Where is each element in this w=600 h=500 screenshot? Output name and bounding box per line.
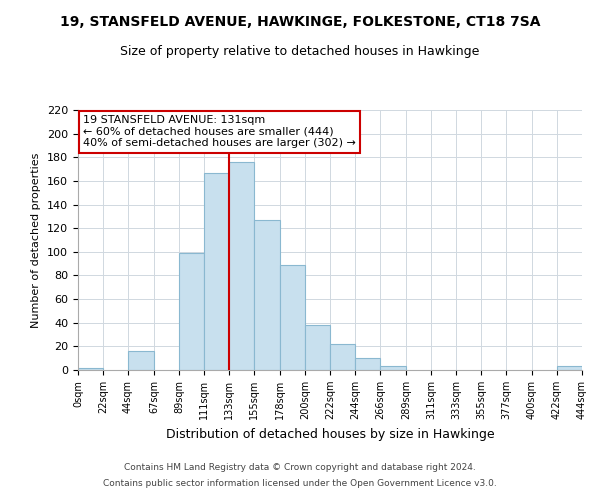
Bar [355,358,380,370]
Y-axis label: Number of detached properties: Number of detached properties [31,152,41,328]
Text: Contains HM Land Registry data © Crown copyright and database right 2024.: Contains HM Land Registry data © Crown c… [124,464,476,472]
Bar [280,265,305,370]
Bar [229,162,254,370]
Bar [204,172,229,370]
Text: Size of property relative to detached houses in Hawkinge: Size of property relative to detached ho… [121,45,479,58]
Text: 19, STANSFELD AVENUE, HAWKINGE, FOLKESTONE, CT18 7SA: 19, STANSFELD AVENUE, HAWKINGE, FOLKESTO… [60,15,540,29]
Text: Contains public sector information licensed under the Open Government Licence v3: Contains public sector information licen… [103,478,497,488]
Bar [330,344,355,370]
Bar [305,325,330,370]
Bar [128,351,154,370]
Text: 19 STANSFELD AVENUE: 131sqm
← 60% of detached houses are smaller (444)
40% of se: 19 STANSFELD AVENUE: 131sqm ← 60% of det… [83,115,356,148]
Bar [179,253,204,370]
X-axis label: Distribution of detached houses by size in Hawkinge: Distribution of detached houses by size … [166,428,494,440]
Bar [380,366,406,370]
Bar [78,368,103,370]
Bar [254,220,280,370]
Bar [557,366,582,370]
